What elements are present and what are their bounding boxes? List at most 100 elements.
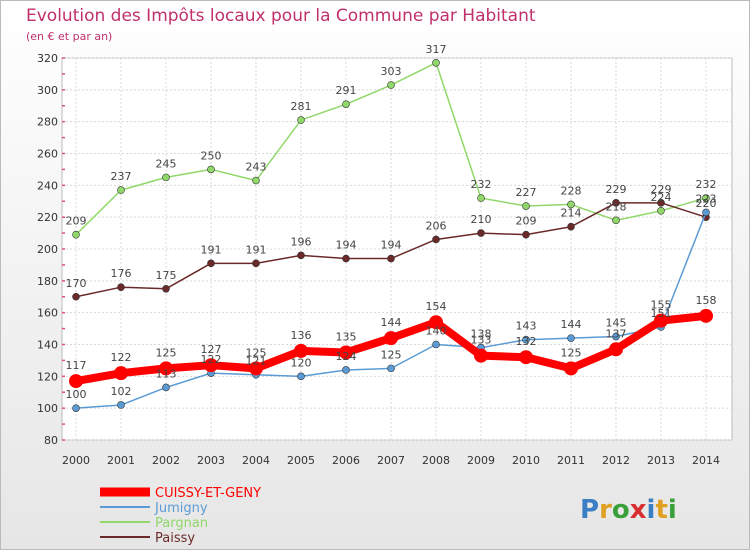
data-point-pargnan-2007 <box>387 81 395 89</box>
value-label-jumigny-2002: 113 <box>156 367 177 380</box>
data-point-pargnan-2005 <box>297 116 305 124</box>
value-label-paissy-2004: 191 <box>246 243 267 256</box>
value-label-cuissy-et-geny-2004: 125 <box>246 346 267 359</box>
y-tick-label-200: 200 <box>37 243 58 256</box>
data-point-cuissy-et-geny-2005 <box>294 343 308 358</box>
data-point-pargnan-2010 <box>522 202 530 210</box>
x-tick-label-2007: 2007 <box>377 454 405 467</box>
data-point-cuissy-et-geny-2010 <box>519 350 533 365</box>
axis-layer: 80 100 120 140 160 180 200 220 240 260 280 300 320 20… <box>37 52 720 467</box>
value-label-cuissy-et-geny-2005: 136 <box>291 329 312 342</box>
value-label-jumigny-2000: 100 <box>66 388 87 401</box>
y-tick-label-260: 260 <box>37 148 58 161</box>
value-label-pargnan-2000: 209 <box>66 215 87 228</box>
data-point-paissy-2013 <box>657 199 665 207</box>
data-point-cuissy-et-geny-2001 <box>114 366 128 381</box>
data-point-jumigny-2006 <box>342 366 350 374</box>
value-label-pargnan-2003: 250 <box>201 149 222 162</box>
value-label-paissy-2013: 229 <box>651 183 672 196</box>
chart-subtitle: (en € et par an) <box>26 30 112 43</box>
logo-letter-x: x <box>630 495 647 525</box>
data-point-pargnan-2013 <box>657 207 665 215</box>
chart-title: Evolution des Impôts locaux pour la Comm… <box>26 6 536 26</box>
data-point-pargnan-2002 <box>162 173 170 182</box>
value-label-cuissy-et-geny-2002: 125 <box>156 346 177 359</box>
data-point-pargnan-2014 <box>702 194 710 202</box>
data-point-pargnan-2012 <box>612 216 620 225</box>
value-label-jumigny-2006: 124 <box>336 350 357 363</box>
value-label-cuissy-et-geny-2014: 158 <box>696 294 717 307</box>
legend-label-jumigny: Jumigny <box>154 501 208 516</box>
value-label-jumigny-2007: 125 <box>381 348 402 361</box>
data-point-cuissy-et-geny-2011 <box>564 361 578 376</box>
y-tick-label-120: 120 <box>37 370 58 383</box>
data-point-pargnan-2008 <box>432 58 440 67</box>
logo-letter-r: r <box>599 495 612 525</box>
logo-letter-i: i <box>647 495 656 525</box>
x-tick-label-2001: 2001 <box>107 454 135 467</box>
data-point-cuissy-et-geny-2000 <box>69 374 83 389</box>
x-tick-label-2010: 2010 <box>512 454 540 467</box>
value-label-pargnan-2001: 237 <box>111 170 132 183</box>
data-point-cuissy-et-geny-2007 <box>384 331 398 346</box>
value-label-pargnan-2007: 303 <box>381 65 402 78</box>
data-point-cuissy-et-geny-2003 <box>204 358 218 373</box>
x-tick-label-2003: 2003 <box>197 454 225 467</box>
y-tick-label-100: 100 <box>37 402 58 415</box>
data-point-jumigny-2000 <box>72 404 80 412</box>
legend-label-cuissy-et-geny: CUISSY-ET-GENY <box>155 486 261 501</box>
value-label-paissy-2007: 194 <box>381 239 402 252</box>
value-label-pargnan-2005: 281 <box>291 100 312 113</box>
y-tick-label-80: 80 <box>44 434 58 447</box>
logo-letter-p: P <box>580 495 599 525</box>
data-point-jumigny-2010 <box>522 335 530 344</box>
data-point-jumigny-2007 <box>387 364 395 373</box>
value-label-jumigny-2011: 144 <box>561 318 582 331</box>
data-point-jumigny-2012 <box>612 332 620 341</box>
value-label-paissy-2012: 229 <box>606 183 627 196</box>
value-label-jumigny-2014: 223 <box>696 192 717 205</box>
logo-letter-t: t <box>655 495 667 525</box>
data-point-pargnan-2006 <box>342 100 350 108</box>
value-label-paissy-2014: 220 <box>696 197 717 210</box>
value-label-paissy-2000: 170 <box>66 277 87 290</box>
data-point-cuissy-et-geny-2006 <box>339 345 353 360</box>
value-label-pargnan-2008: 317 <box>426 43 447 56</box>
data-point-pargnan-2003 <box>207 165 215 174</box>
plot-area <box>61 57 733 441</box>
legend-label-pargnan: Pargnan <box>155 516 208 531</box>
data-point-paissy-2012 <box>612 199 620 207</box>
value-label-jumigny-2004: 121 <box>246 355 267 368</box>
y-tick-label-220: 220 <box>37 211 58 224</box>
value-label-paissy-2002: 175 <box>156 269 177 282</box>
data-point-jumigny-2001 <box>117 401 125 409</box>
data-point-cuissy-et-geny-2014 <box>699 308 713 323</box>
value-label-pargnan-2009: 232 <box>471 178 492 191</box>
x-tick-label-2011: 2011 <box>557 454 585 467</box>
value-label-pargnan-2011: 228 <box>561 184 582 197</box>
value-label-jumigny-2010: 143 <box>516 320 537 333</box>
value-label-cuissy-et-geny-2012: 137 <box>606 327 627 340</box>
data-point-paissy-2000 <box>72 292 80 301</box>
value-label-paissy-2008: 206 <box>426 219 447 232</box>
y-tick-label-280: 280 <box>37 116 58 129</box>
data-point-paissy-2009 <box>477 229 485 237</box>
x-tick-label-2004: 2004 <box>242 454 270 467</box>
x-tick-label-2005: 2005 <box>287 454 315 467</box>
value-label-pargnan-2002: 245 <box>156 157 177 170</box>
proxiti-logo: Proxiti <box>580 495 677 525</box>
data-point-cuissy-et-geny-2008 <box>429 315 443 330</box>
legend-label-paissy: Paissy <box>155 531 195 546</box>
value-label-paissy-2001: 176 <box>111 267 132 280</box>
x-tick-label-2013: 2013 <box>647 454 675 467</box>
value-label-cuissy-et-geny-2001: 122 <box>111 351 132 364</box>
data-point-jumigny-2005 <box>297 372 305 381</box>
value-label-cuissy-et-geny-2009: 133 <box>471 334 492 347</box>
value-label-paissy-2009: 210 <box>471 213 492 226</box>
data-point-pargnan-2000 <box>72 230 80 239</box>
value-label-pargnan-2012: 218 <box>606 200 627 213</box>
data-point-cuissy-et-geny-2002 <box>159 361 173 376</box>
svg-text:Proxiti: Proxiti <box>580 495 677 525</box>
